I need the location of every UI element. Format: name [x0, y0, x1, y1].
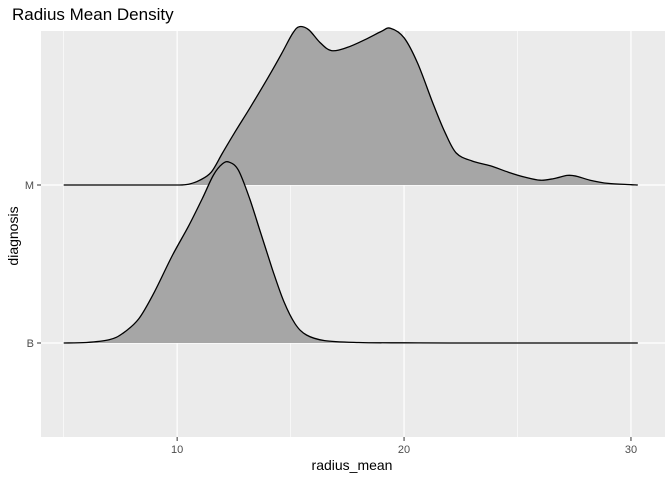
y-axis-title: diagnosis	[5, 206, 21, 265]
density-ridges	[63, 25, 638, 344]
chart-title: Radius Mean Density	[12, 5, 174, 24]
x-tick-label: 10	[171, 444, 183, 456]
ridge-line-B	[63, 161, 638, 344]
y-tick-label: B	[27, 338, 34, 350]
ridge-area-B	[63, 161, 638, 343]
ridge-B	[63, 161, 638, 344]
axes: 10 20 30 B M	[25, 180, 637, 456]
y-tick-label: M	[25, 180, 34, 192]
ridge-line-M	[63, 25, 638, 186]
x-tick-label: 20	[398, 444, 410, 456]
x-tick-label: 30	[625, 444, 637, 456]
ridge-M	[63, 25, 638, 186]
x-axis-title: radius_mean	[312, 457, 393, 473]
ridge-area-M	[63, 26, 638, 186]
